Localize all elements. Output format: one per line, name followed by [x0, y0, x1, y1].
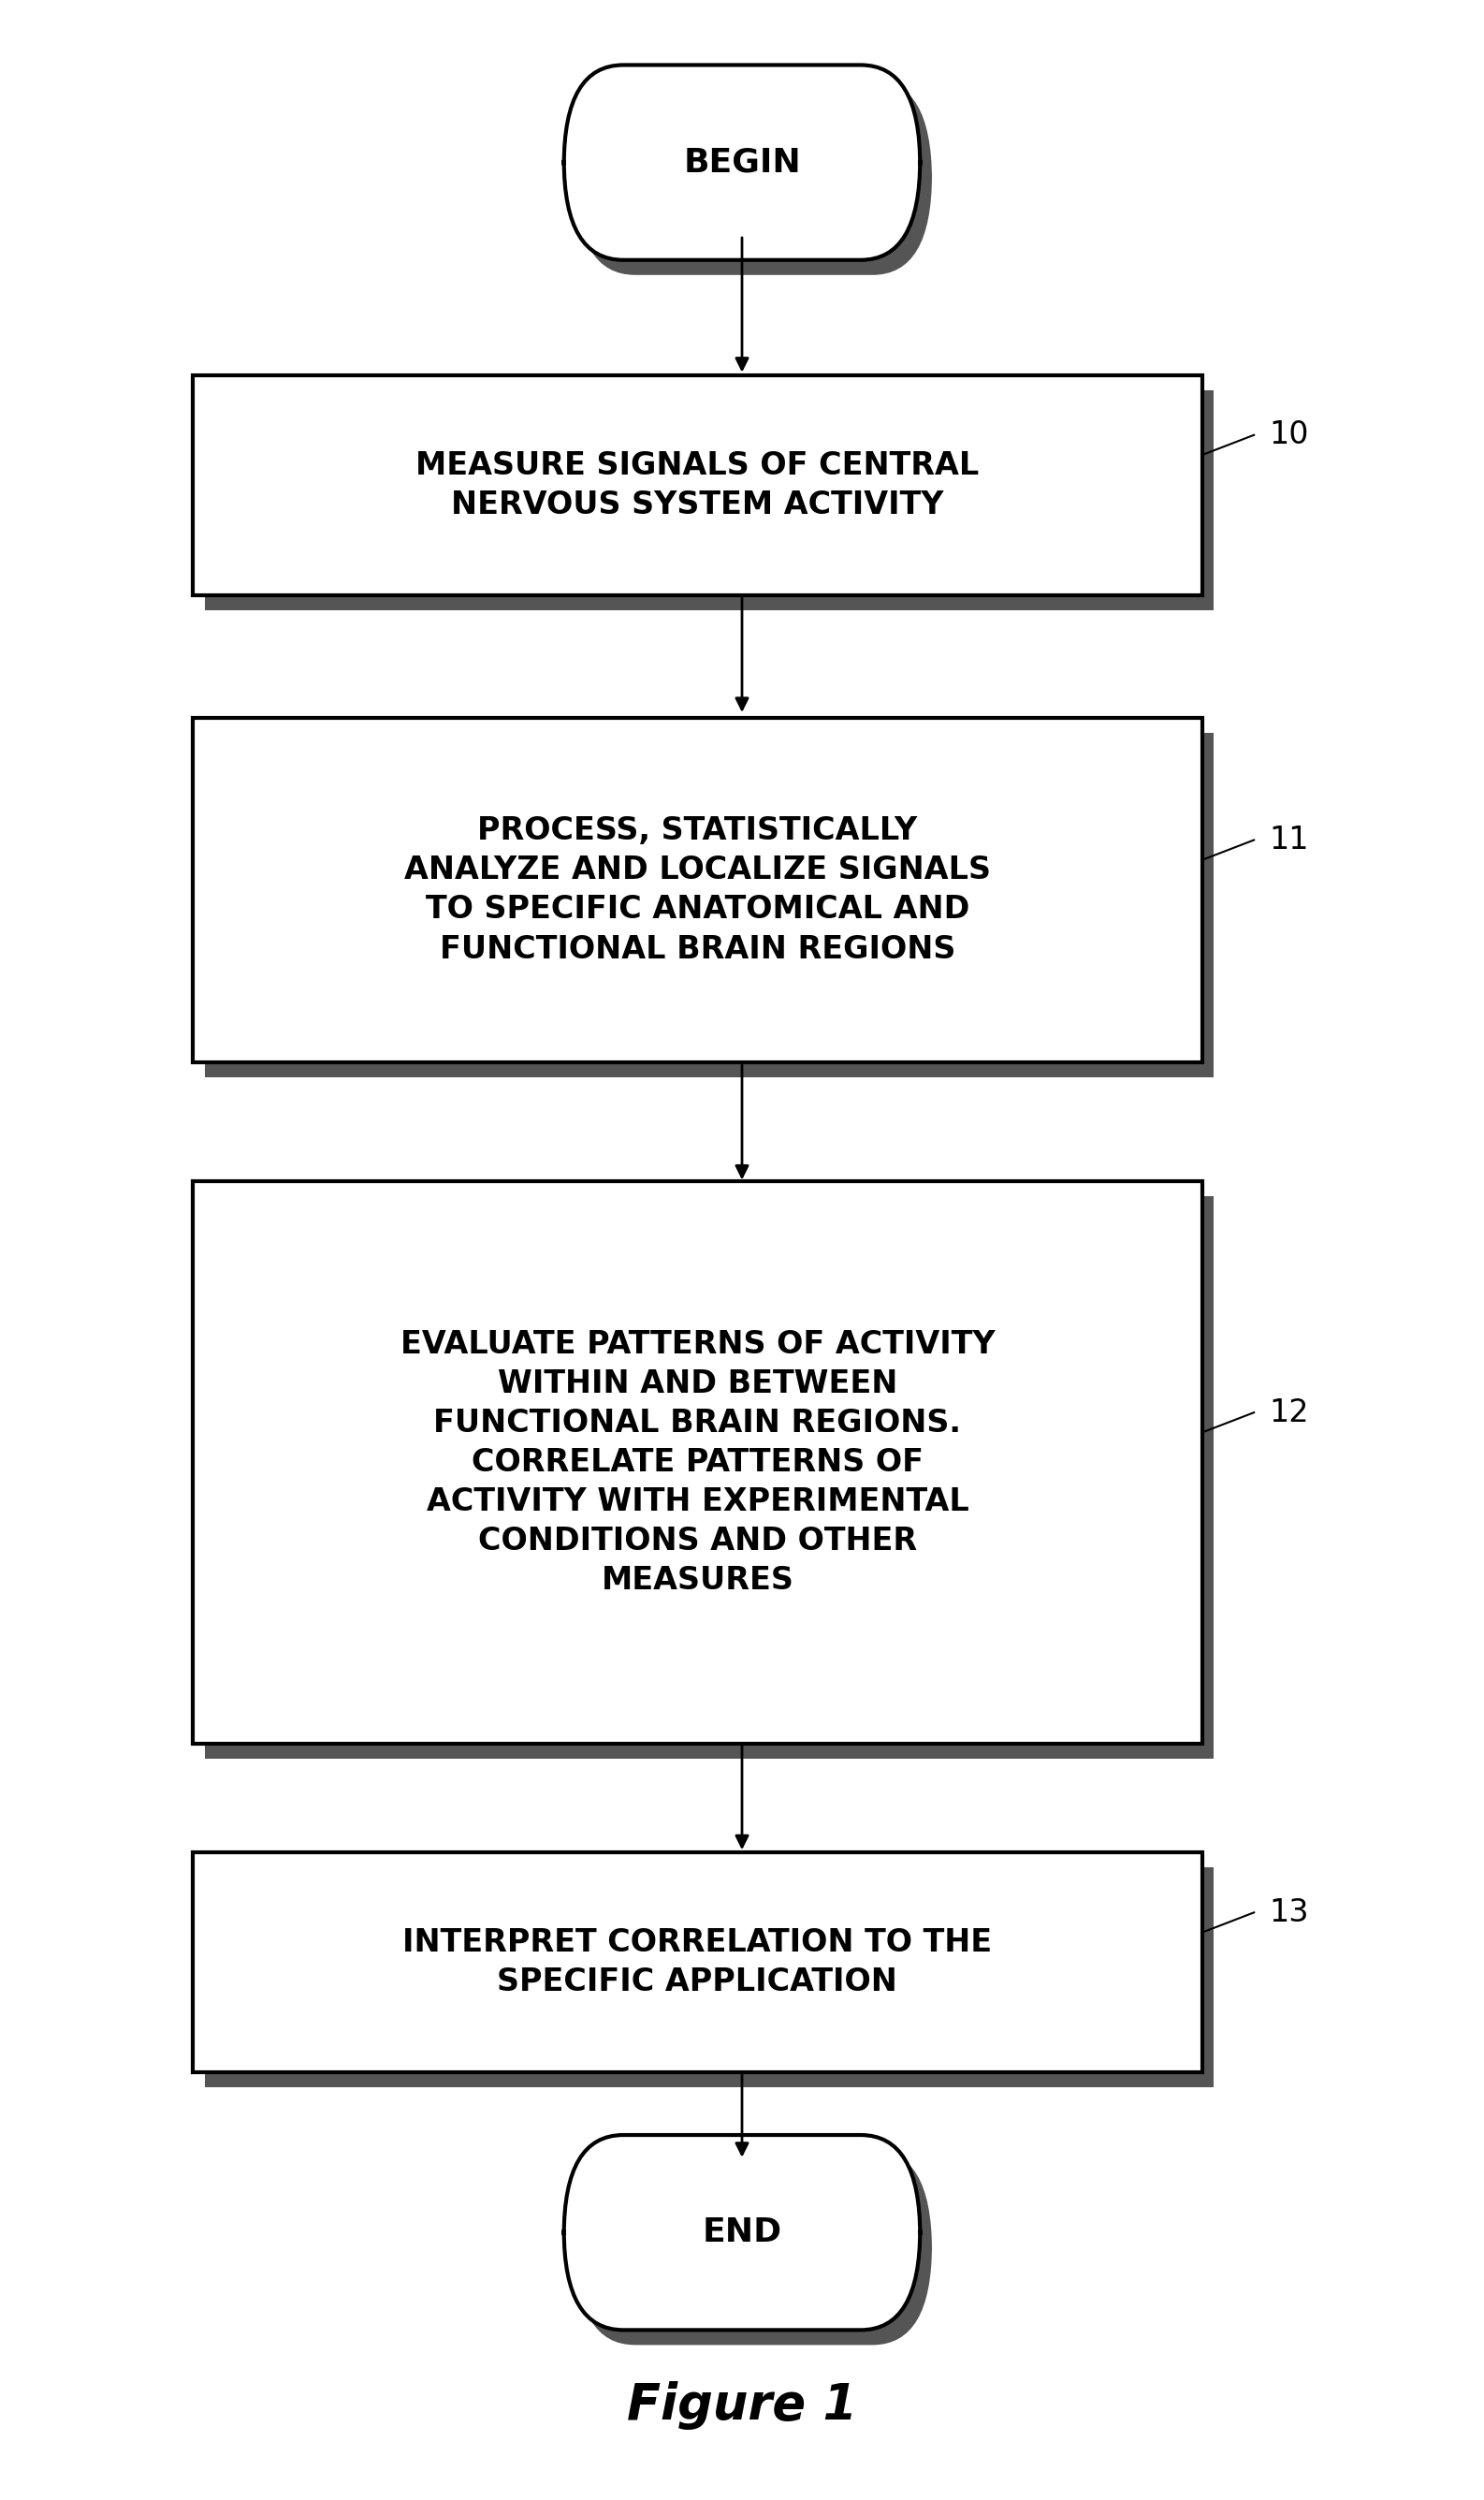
FancyBboxPatch shape — [193, 375, 1202, 595]
FancyBboxPatch shape — [193, 1853, 1202, 2072]
FancyBboxPatch shape — [205, 732, 1214, 1078]
FancyBboxPatch shape — [193, 1182, 1202, 1745]
FancyBboxPatch shape — [576, 80, 932, 275]
Text: BEGIN: BEGIN — [683, 148, 801, 178]
FancyBboxPatch shape — [564, 65, 920, 260]
FancyBboxPatch shape — [564, 2135, 920, 2330]
Text: PROCESS, STATISTICALLY
ANALYZE AND LOCALIZE SIGNALS
TO SPECIFIC ANATOMICAL AND
F: PROCESS, STATISTICALLY ANALYZE AND LOCAL… — [404, 815, 991, 965]
Text: 10: 10 — [1269, 420, 1309, 450]
Text: END: END — [702, 2218, 782, 2248]
Text: 13: 13 — [1269, 1898, 1309, 1928]
Text: MEASURE SIGNALS OF CENTRAL
NERVOUS SYSTEM ACTIVITY: MEASURE SIGNALS OF CENTRAL NERVOUS SYSTE… — [416, 450, 979, 520]
FancyBboxPatch shape — [576, 2150, 932, 2345]
Text: EVALUATE PATTERNS OF ACTIVITY
WITHIN AND BETWEEN
FUNCTIONAL BRAIN REGIONS.
CORRE: EVALUATE PATTERNS OF ACTIVITY WITHIN AND… — [401, 1330, 994, 1595]
FancyBboxPatch shape — [205, 1868, 1214, 2088]
FancyBboxPatch shape — [193, 717, 1202, 1062]
FancyBboxPatch shape — [205, 1198, 1214, 1760]
Text: 11: 11 — [1269, 825, 1309, 855]
FancyBboxPatch shape — [205, 390, 1214, 610]
Text: 12: 12 — [1269, 1398, 1309, 1428]
Text: Figure 1: Figure 1 — [626, 2380, 858, 2430]
Text: INTERPRET CORRELATION TO THE
SPECIFIC APPLICATION: INTERPRET CORRELATION TO THE SPECIFIC AP… — [402, 1928, 993, 1998]
